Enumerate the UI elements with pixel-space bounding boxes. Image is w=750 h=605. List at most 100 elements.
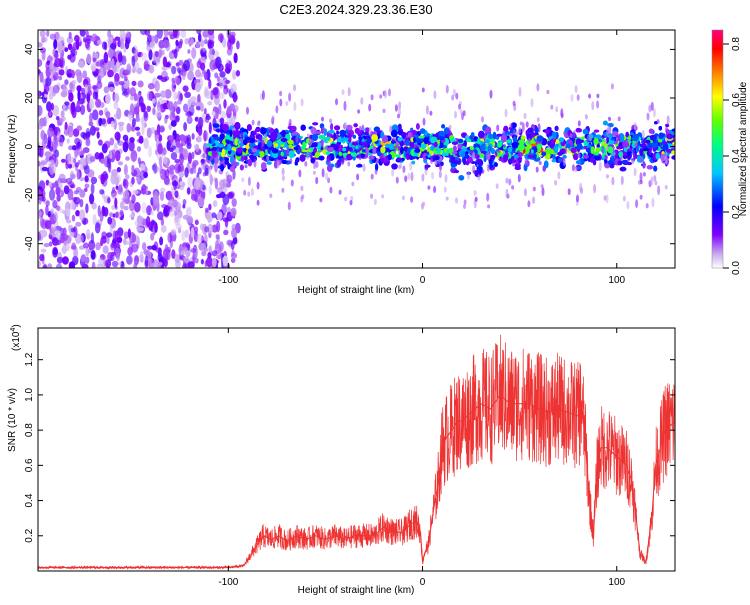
spectrogram-cell <box>98 257 104 266</box>
spectrogram-cell <box>517 150 521 156</box>
spectrogram-cell <box>38 260 41 268</box>
spectrogram-cell <box>304 161 308 167</box>
spectrogram-cell <box>452 151 458 155</box>
spectrogram-cell <box>550 104 554 110</box>
spectrogram-cell <box>153 92 161 98</box>
spectrogram-cell <box>627 150 632 156</box>
spectrogram-cell <box>368 103 372 112</box>
spectrogram-cell <box>536 83 540 92</box>
spectrogram-cell <box>487 133 494 140</box>
spectrogram-cell <box>219 133 225 140</box>
spectrogram-cell <box>109 212 114 218</box>
spectrogram-cell <box>52 199 58 209</box>
spectrogram-cell <box>351 181 355 187</box>
spectrogram-cell <box>150 127 156 134</box>
spectrogram-cell <box>187 49 191 54</box>
spectrogram-cell <box>229 31 236 38</box>
spectrogram-cell <box>84 38 90 49</box>
spectrogram-cell <box>77 60 85 68</box>
spectrogram-cell <box>555 139 560 144</box>
spectrogram-cell <box>62 256 69 265</box>
spectrogram-cell <box>151 98 156 104</box>
spectrogram-cell <box>85 256 90 264</box>
spectrogram-cell <box>156 124 161 136</box>
spectrogram-cell <box>70 173 76 180</box>
spectrogram-cell <box>117 227 124 237</box>
spectrogram-cell <box>280 137 288 143</box>
spectrogram-cell <box>207 101 213 106</box>
spectrogram-cell <box>520 135 526 140</box>
spectrogram-cell <box>324 145 328 152</box>
spectrogram-cell <box>39 71 44 83</box>
spectrogram-cell <box>181 230 186 242</box>
spectrogram-cell <box>114 72 120 82</box>
spectrogram-cell <box>175 39 179 47</box>
spectrogram-cell <box>83 165 88 170</box>
spectrogram-cell <box>44 220 52 230</box>
spectrogram-cell <box>186 137 191 143</box>
spectrogram-cell <box>266 155 270 162</box>
spectrogram-cell <box>79 189 86 198</box>
spectrogram-cell <box>128 140 135 152</box>
spectrogram-cell <box>461 112 464 121</box>
spectrogram-cell <box>179 134 186 142</box>
spectrogram-cell <box>129 214 135 219</box>
spectrogram-cell <box>170 152 178 160</box>
spectrogram-cell <box>380 152 384 163</box>
spectrogram-cell <box>185 207 192 217</box>
spectrogram-cell <box>532 186 536 192</box>
spectrogram-cell <box>315 161 319 168</box>
spectrogram-cell <box>118 184 123 193</box>
spectrogram-cell <box>622 154 628 159</box>
spectrogram-cell <box>119 201 125 210</box>
spectrogram-cell <box>130 149 138 162</box>
spectrogram-cell <box>117 52 123 63</box>
spectrogram-cell <box>158 49 163 58</box>
spectrogram-cell <box>606 174 609 179</box>
spectrogram-cell <box>99 189 105 195</box>
spectrogram-cell <box>73 196 81 205</box>
spectrogram-cell <box>454 110 457 119</box>
spectrogram-cell <box>243 148 247 152</box>
spectrogram-cell <box>541 151 547 157</box>
x-tick-label: -100 <box>218 577 238 588</box>
spectrogram-cell <box>56 194 61 202</box>
spectrogram-cell <box>38 197 42 205</box>
spectrogram-cell <box>272 148 279 154</box>
spectrogram-cell <box>75 210 80 217</box>
spectrogram-cell <box>321 168 325 178</box>
spectrogram-cell <box>573 153 579 161</box>
spectrogram-cell <box>434 155 440 161</box>
spectrogram-cell <box>222 255 229 267</box>
colorbar-tick-label: 0.6 <box>731 93 742 107</box>
spectrogram-cell <box>211 111 216 116</box>
spectrogram-cell <box>361 124 365 134</box>
spectrogram-cell <box>652 135 656 144</box>
spectrogram-cell <box>190 37 194 46</box>
spectrogram-cell <box>390 129 398 138</box>
spectrogram-cell <box>180 30 187 39</box>
spectrogram-cell <box>209 47 215 55</box>
spectrogram-cell <box>612 131 619 137</box>
spectrogram-cell <box>211 257 217 268</box>
spectrogram-cell <box>92 91 98 100</box>
spectrogram-cell <box>270 131 278 140</box>
spectrogram-cell <box>570 94 574 102</box>
spectrogram-cell <box>89 112 93 124</box>
spectrogram-cell <box>425 162 429 171</box>
spectrogram-cell <box>239 164 244 171</box>
spectrogram-cell <box>201 250 207 257</box>
spectrogram-cell <box>646 165 654 170</box>
spectrogram-cell <box>71 79 77 85</box>
spectrogram-cell <box>44 151 52 158</box>
colorbar-tick-label: 0.4 <box>731 149 742 163</box>
spectrogram-cells <box>38 30 675 268</box>
spectrogram-cell <box>47 140 51 149</box>
spectrogram-cell <box>329 186 333 194</box>
colorbar-label: Normalized spectral amplitude <box>738 81 749 216</box>
spectrogram-cell <box>610 83 614 90</box>
spectrogram-cell <box>70 101 76 113</box>
snr-scale-factor: (x104) <box>10 324 22 351</box>
spectrogram-cell <box>234 138 238 146</box>
spectrogram-cell <box>118 124 124 132</box>
